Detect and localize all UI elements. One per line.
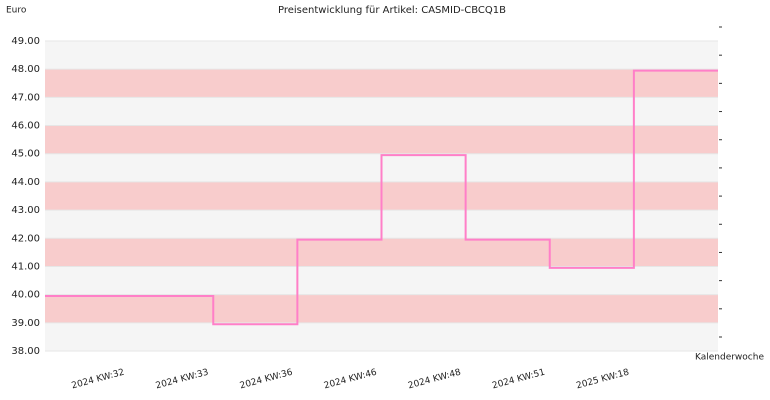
- x-tick-label: 2024 KW:32: [71, 368, 126, 392]
- y-tick-label: 49.00: [11, 36, 40, 47]
- x-tick-label: 2025 KW:18: [575, 368, 630, 392]
- band: [45, 294, 718, 323]
- y-tick-label: 39.00: [11, 318, 40, 329]
- price-line: [45, 69, 718, 326]
- band: [45, 125, 718, 154]
- band: [45, 69, 718, 98]
- x-axis-label: Kalenderwoche: [695, 353, 764, 363]
- band: [45, 97, 718, 126]
- y-tick-label: 48.00: [11, 64, 40, 75]
- x-tick-label: 2024 KW:33: [155, 368, 210, 392]
- band: [45, 322, 718, 351]
- y-axis-label: Euro: [6, 6, 27, 16]
- y-tick-label: 40.00: [11, 290, 40, 301]
- x-tick-label: 2024 KW:36: [239, 368, 294, 392]
- x-tick-label: 2024 KW:48: [407, 368, 462, 392]
- x-tick-label: 2024 KW:51: [491, 368, 546, 392]
- y-tick-label: 38.00: [11, 346, 40, 357]
- y-tick-label: 43.00: [11, 205, 40, 216]
- chart-title: Preisentwicklung für Artikel: CASMID-CBC…: [278, 5, 506, 16]
- band: [45, 238, 718, 267]
- y-tick-label: 41.00: [11, 261, 40, 272]
- x-tick-label: 2024 KW:46: [323, 368, 378, 392]
- y-tick-label: 47.00: [11, 92, 40, 103]
- y-tick-label: 44.00: [11, 177, 40, 188]
- y-tick-label: 45.00: [11, 149, 40, 160]
- y-tick-label: 42.00: [11, 233, 40, 244]
- band: [45, 266, 718, 295]
- band: [45, 41, 718, 70]
- y-tick-label: 46.00: [11, 121, 40, 132]
